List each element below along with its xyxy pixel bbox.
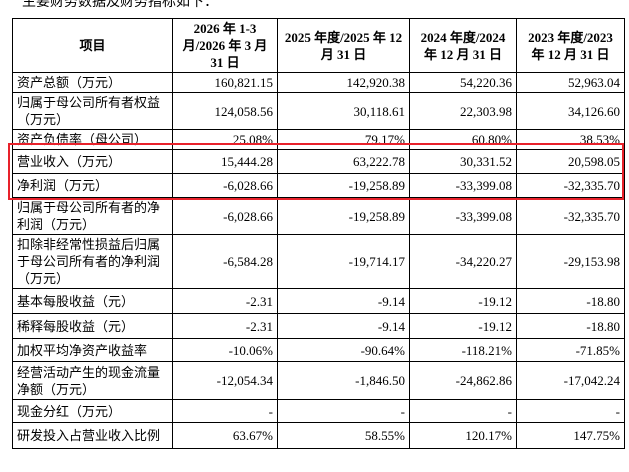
value-cell: -10.06% [172,338,278,362]
value-cell: -32,335.70 [516,173,625,198]
financial-table: 项目 2026 年 1-3 月/2026 年 3 月 31 日 2025 年度/20… [12,18,625,449]
table-row: 资产总额（万元） 160,821.15 142,920.38 54,220.36 52,… [12,72,625,93]
value-cell: -6,028.66 [172,173,278,198]
intro-text: 主要财务数据及财务指标如下： [22,0,218,10]
label-cell: 营业收入（万元） [12,149,173,174]
value-cell: -24,862.86 [409,361,517,400]
value-cell: -29,153.98 [516,234,625,289]
value-cell: -9.14 [277,313,410,339]
header-cell: 2023 年度/2023 年 12 月 31 日 [516,18,625,73]
label-cell: 经营活动产生的现金流量净额（万元） [12,361,173,400]
label-cell: 资产负债率（母公司） [12,129,173,150]
value-cell: -17,042.24 [516,361,625,400]
table-row: 研发投入占营业收入比例 63.67% 58.55% 120.17% 147.75% [12,422,625,449]
value-cell: 142,920.38 [277,72,410,93]
value-cell: -19,258.89 [277,173,410,198]
value-cell: 30,331.52 [409,149,517,174]
value-cell: - [409,399,517,423]
value-cell: 25.08% [172,129,278,150]
value-cell: 15,444.28 [172,149,278,174]
value-cell: 38.53% [516,129,625,150]
value-cell: - [516,399,625,423]
table-row: 净利润（万元） -6,028.66 -19,258.89 -33,399.08 -32,… [12,173,625,198]
value-cell: - [277,399,410,423]
value-cell: -34,220.27 [409,234,517,289]
label-cell: 稀释每股收益（元） [12,313,173,339]
value-cell: -2.31 [172,313,278,339]
value-cell: -32,335.70 [516,197,625,235]
value-cell: 54,220.36 [409,72,517,93]
label-cell: 基本每股收益（元） [12,288,173,314]
value-cell: -118.21% [409,338,517,362]
table-row: 稀释每股收益（元） -2.31 -9.14 -19.12 -18.80 [12,313,625,339]
value-cell: 52,963.04 [516,72,625,93]
header-cell: 项目 [12,18,173,73]
value-cell: 79.17% [277,129,410,150]
label-cell: 净利润（万元） [12,173,173,198]
value-cell: 63,222.78 [277,149,410,174]
table-body: 资产总额（万元） 160,821.15 142,920.38 54,220.36 52,… [12,72,625,449]
value-cell: 22,303.98 [409,92,517,130]
value-cell: 160,821.15 [172,72,278,93]
value-cell: 147.75% [516,422,625,449]
value-cell: 60.80% [409,129,517,150]
value-cell: 20,598.05 [516,149,625,174]
value-cell: -6,028.66 [172,197,278,235]
label-cell: 资产总额（万元） [12,72,173,93]
header-row: 项目 2026 年 1-3 月/2026 年 3 月 31 日 2025 年度/20… [12,18,625,73]
table-row: 加权平均净资产收益率 -10.06% -90.64% -118.21% -71.85% [12,338,625,362]
value-cell: -19.12 [409,288,517,314]
value-cell: -12,054.34 [172,361,278,400]
value-cell: 124,058.56 [172,92,278,130]
header-cell: 2026 年 1-3 月/2026 年 3 月 31 日 [172,18,278,73]
value-cell: -33,399.08 [409,173,517,198]
value-cell: - [172,399,278,423]
table-row: 归属于母公司所有者的净利润（万元） -6,028.66 -19,258.89 -33,… [12,197,625,235]
value-cell: 34,126.60 [516,92,625,130]
table-row: 资产负债率（母公司） 25.08% 79.17% 60.80% 38.53% [12,129,625,150]
table-row: 归属于母公司所有者权益（万元） 124,058.56 30,118.61 22,303… [12,92,625,130]
value-cell: 30,118.61 [277,92,410,130]
value-cell: 63.67% [172,422,278,449]
value-cell: -71.85% [516,338,625,362]
value-cell: -33,399.08 [409,197,517,235]
label-cell: 现金分红（万元） [12,399,173,423]
table-row: 扣除非经常性损益后归属于母公司所有者的净利润（万元） -6,584.28 -19,7… [12,234,625,289]
value-cell: -19,258.89 [277,197,410,235]
table-row: 基本每股收益（元） -2.31 -9.14 -19.12 -18.80 [12,288,625,314]
header-cell: 2025 年度/2025 年 12 月 31 日 [277,18,410,73]
label-cell: 归属于母公司所有者的净利润（万元） [12,197,173,235]
value-cell: 120.17% [409,422,517,449]
label-cell: 归属于母公司所有者权益（万元） [12,92,173,130]
value-cell: -90.64% [277,338,410,362]
table-row: 营业收入（万元） 15,444.28 63,222.78 30,331.52 20,59… [12,149,625,174]
label-cell: 扣除非经常性损益后归属于母公司所有者的净利润（万元） [12,234,173,289]
value-cell: -18.80 [516,288,625,314]
header-cell: 2024 年度/2024 年 12 月 31 日 [409,18,517,73]
value-cell: -19,714.17 [277,234,410,289]
table-row: 现金分红（万元） - - - - [12,399,625,423]
value-cell: -1,846.50 [277,361,410,400]
label-cell: 加权平均净资产收益率 [12,338,173,362]
table-row: 经营活动产生的现金流量净额（万元） -12,054.34 -1,846.50 -24,… [12,361,625,400]
label-cell: 研发投入占营业收入比例 [12,422,173,449]
value-cell: -6,584.28 [172,234,278,289]
value-cell: 58.55% [277,422,410,449]
value-cell: -18.80 [516,313,625,339]
value-cell: -2.31 [172,288,278,314]
value-cell: -19.12 [409,313,517,339]
value-cell: -9.14 [277,288,410,314]
